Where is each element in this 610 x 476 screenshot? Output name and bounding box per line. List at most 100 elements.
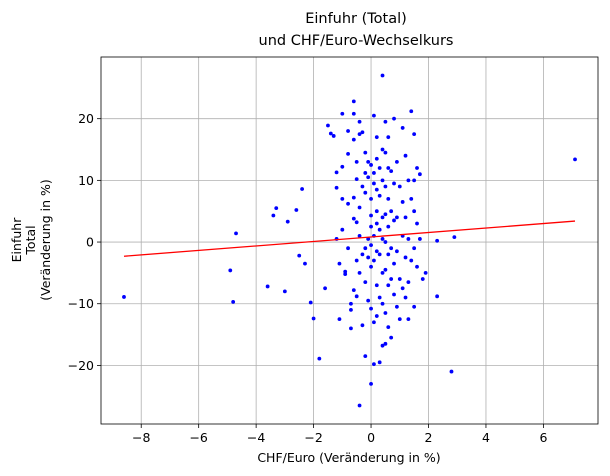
data-point [392, 116, 396, 121]
data-point [351, 137, 356, 142]
y-tick-label: 0 [86, 235, 94, 250]
data-point [392, 261, 396, 266]
data-point [308, 300, 313, 305]
data-point [403, 295, 408, 300]
data-point [409, 258, 414, 263]
data-point [285, 219, 290, 224]
data-point [417, 237, 422, 241]
data-point [380, 301, 385, 306]
data-point [400, 126, 405, 130]
data-point [435, 238, 440, 243]
data-point [366, 175, 371, 180]
plot-frame [100, 56, 599, 425]
data-point [386, 196, 391, 201]
data-point [400, 200, 405, 204]
data-point [351, 195, 356, 200]
data-point [374, 209, 379, 214]
data-point [351, 111, 356, 116]
data-point [389, 169, 394, 174]
data-point [346, 151, 350, 156]
x-tick-label: −8 [132, 430, 150, 445]
data-point [449, 369, 454, 374]
x-tick-label: 2 [425, 430, 433, 445]
data-point [386, 166, 391, 170]
data-point [389, 246, 394, 251]
data-point [311, 316, 316, 321]
data-point [351, 99, 356, 104]
data-point [369, 243, 373, 248]
data-point [374, 283, 379, 288]
data-point [386, 325, 391, 330]
data-point [366, 159, 371, 164]
data-point [435, 294, 440, 299]
data-point [377, 227, 382, 232]
y-axis-label-line-2: Total [23, 225, 38, 255]
data-point [374, 221, 379, 226]
data-point [383, 240, 388, 244]
data-point [380, 147, 385, 152]
y-tick-label: 10 [78, 173, 94, 188]
data-point [420, 277, 425, 281]
data-point [357, 270, 362, 275]
x-axis-label: CHF/Euro (Veränderung in %) [257, 450, 440, 465]
data-point [366, 255, 371, 260]
data-point [415, 264, 419, 269]
data-point [369, 163, 373, 167]
data-point [397, 277, 402, 281]
data-point [337, 261, 342, 266]
data-point [412, 304, 417, 309]
data-point [406, 178, 411, 183]
data-point [392, 292, 396, 297]
data-point [397, 184, 402, 189]
data-point [323, 286, 327, 291]
y-tick-label: 20 [78, 111, 94, 126]
data-point [380, 343, 385, 348]
data-point [377, 252, 382, 257]
data-point [406, 317, 411, 322]
data-point [412, 178, 417, 183]
data-point [326, 123, 330, 128]
x-tick-label: −4 [247, 430, 265, 445]
y-axis-label: Einfuhr Total (Veränderung in %) [9, 179, 53, 301]
data-point [369, 224, 373, 229]
x-tick-label: 0 [367, 430, 375, 445]
data-point [377, 295, 382, 300]
data-point [372, 113, 376, 118]
data-point [372, 181, 376, 186]
data-point [317, 356, 322, 361]
x-axis-ticks: −8 −6 −4 −2 0 2 4 6 [132, 424, 547, 445]
data-point [271, 213, 276, 218]
data-point [331, 134, 336, 138]
data-point [377, 193, 382, 198]
data-point [406, 237, 411, 241]
data-point [265, 284, 270, 289]
data-point [392, 181, 396, 186]
data-point [380, 215, 385, 220]
data-point [374, 135, 379, 140]
data-point [228, 268, 233, 273]
data-point [122, 295, 126, 299]
data-point [392, 218, 396, 223]
data-point [395, 304, 399, 309]
data-point [417, 172, 422, 177]
data-point [383, 341, 388, 346]
y-axis-label-line-1: Einfuhr [9, 217, 24, 263]
data-point [383, 150, 388, 155]
data-point [363, 354, 368, 359]
data-point [303, 261, 307, 266]
data-point [360, 323, 365, 328]
data-point [369, 196, 373, 201]
data-point [274, 206, 279, 211]
trendline-group [123, 220, 576, 257]
data-point [354, 294, 359, 299]
data-point [294, 208, 299, 212]
x-tick-label: 4 [482, 430, 490, 445]
data-point [366, 237, 371, 241]
data-point [328, 131, 333, 136]
data-point [357, 233, 362, 238]
data-point [351, 288, 356, 293]
y-axis-label-line-3: (Veränderung in %) [38, 179, 53, 301]
data-point [346, 129, 350, 133]
data-point [363, 246, 368, 251]
